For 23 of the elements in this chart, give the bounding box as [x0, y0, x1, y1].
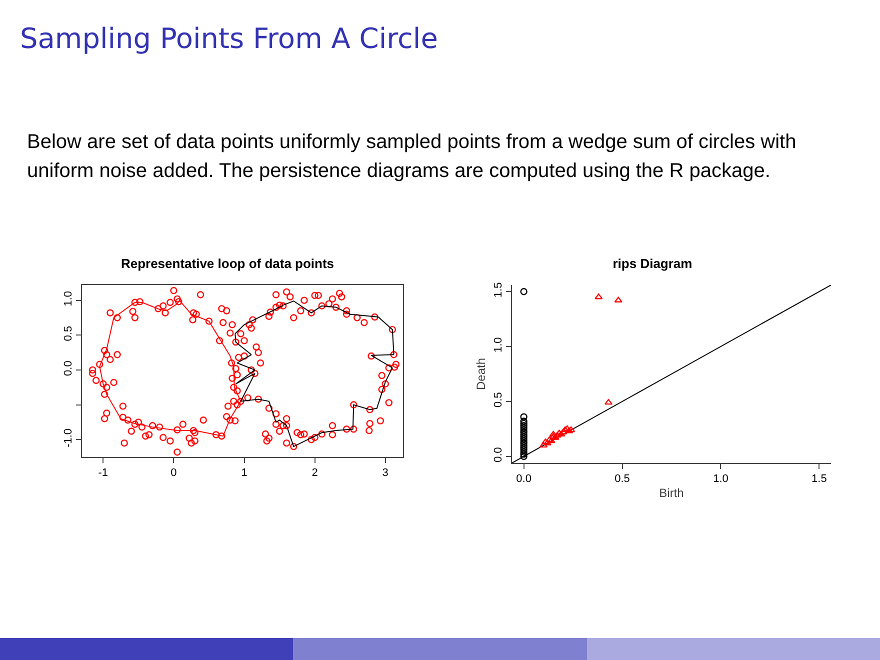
y-tick-label: 1.0 — [62, 291, 75, 306]
x-tick-label: 0.5 — [614, 473, 630, 486]
x-tick-label: 2 — [312, 467, 318, 480]
text: Below are set of data points uniformly sampled points from a wedge sum of circles with uniform noise added. The persistence diagrams are computed using the R package. — [27, 130, 798, 184]
x-tick-label: 1.5 — [812, 473, 827, 486]
x-axis-title: Birth — [659, 486, 684, 500]
y-tick-label: 0.0 — [492, 447, 505, 462]
text: Sampling Points From A Circle — [20, 22, 438, 55]
y-tick-label: -1.0 — [62, 428, 75, 448]
x-tick-label: 1.0 — [713, 473, 728, 486]
x-tick-label: 3 — [382, 467, 388, 480]
y-tick-label: 1.5 — [492, 282, 505, 298]
x-tick-label: -1 — [98, 467, 108, 480]
y-axis-title: Death — [474, 358, 488, 390]
y-tick-label: 0.5 — [492, 392, 505, 408]
y-tick-label: 0.0 — [62, 360, 75, 376]
chart-title: rips Diagram — [612, 256, 692, 272]
x-tick-label: 0 — [170, 467, 177, 480]
chart-title: Representative loop of data points — [120, 256, 334, 272]
y-tick-label: 1.0 — [492, 337, 505, 353]
x-tick-label: 1 — [241, 467, 248, 480]
y-tick-label: 0.5 — [62, 326, 75, 342]
x-tick-label: 0.0 — [516, 473, 532, 486]
